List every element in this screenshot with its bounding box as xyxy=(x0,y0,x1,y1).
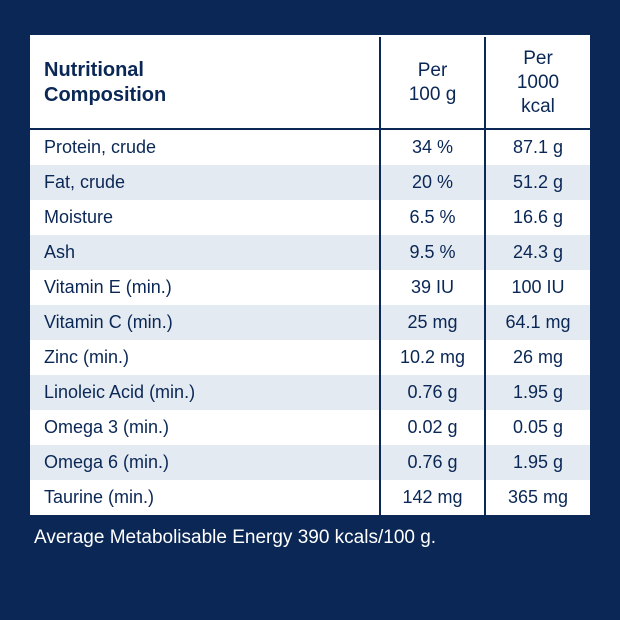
cell-per100g: 0.02 g xyxy=(380,410,485,445)
cell-per100g: 0.76 g xyxy=(380,375,485,410)
cell-per100g: 9.5 % xyxy=(380,235,485,270)
col-header-per1000kcal-line2: 1000 kcal xyxy=(517,72,559,117)
cell-per100g: 10.2 mg xyxy=(380,340,485,375)
footer-note: Average Metabolisable Energy 390 kcals/1… xyxy=(30,517,590,549)
cell-name: Vitamin C (min.) xyxy=(30,305,380,340)
cell-per100g: 142 mg xyxy=(380,480,485,516)
col-header-per1000kcal: Per 1000 kcal xyxy=(485,37,590,129)
cell-name: Moisture xyxy=(30,200,380,235)
cell-per100g: 20 % xyxy=(380,165,485,200)
table-row: Zinc (min.)10.2 mg26 mg xyxy=(30,340,590,375)
nutrition-table-container: Nutritional Composition Per 100 g Per 10… xyxy=(30,35,590,517)
table-body: Protein, crude34 %87.1 gFat, crude20 %51… xyxy=(30,129,590,516)
cell-per100g: 34 % xyxy=(380,129,485,165)
table-row: Vitamin E (min.)39 IU100 IU xyxy=(30,270,590,305)
cell-name: Vitamin E (min.) xyxy=(30,270,380,305)
col-header-per100g-line2: 100 g xyxy=(409,84,457,105)
cell-name: Taurine (min.) xyxy=(30,480,380,516)
cell-per100g: 25 mg xyxy=(380,305,485,340)
cell-name: Zinc (min.) xyxy=(30,340,380,375)
cell-per100g: 0.76 g xyxy=(380,445,485,480)
nutrition-table: Nutritional Composition Per 100 g Per 10… xyxy=(30,37,590,517)
cell-name: Omega 6 (min.) xyxy=(30,445,380,480)
table-row: Linoleic Acid (min.)0.76 g1.95 g xyxy=(30,375,590,410)
cell-per1000kcal: 87.1 g xyxy=(485,129,590,165)
col-header-name-line1: Nutritional xyxy=(44,59,144,81)
cell-name: Fat, crude xyxy=(30,165,380,200)
table-row: Fat, crude20 %51.2 g xyxy=(30,165,590,200)
cell-per1000kcal: 1.95 g xyxy=(485,445,590,480)
cell-per100g: 6.5 % xyxy=(380,200,485,235)
cell-per1000kcal: 100 IU xyxy=(485,270,590,305)
col-header-per100g-line1: Per xyxy=(418,60,448,81)
cell-per1000kcal: 365 mg xyxy=(485,480,590,516)
table-header-row: Nutritional Composition Per 100 g Per 10… xyxy=(30,37,590,129)
cell-per1000kcal: 24.3 g xyxy=(485,235,590,270)
cell-name: Ash xyxy=(30,235,380,270)
table-row: Moisture6.5 %16.6 g xyxy=(30,200,590,235)
col-header-per1000kcal-line1: Per xyxy=(523,48,553,69)
cell-per1000kcal: 0.05 g xyxy=(485,410,590,445)
cell-per1000kcal: 64.1 mg xyxy=(485,305,590,340)
table-row: Omega 6 (min.)0.76 g1.95 g xyxy=(30,445,590,480)
cell-name: Protein, crude xyxy=(30,129,380,165)
table-row: Ash9.5 %24.3 g xyxy=(30,235,590,270)
cell-per100g: 39 IU xyxy=(380,270,485,305)
cell-per1000kcal: 1.95 g xyxy=(485,375,590,410)
cell-name: Linoleic Acid (min.) xyxy=(30,375,380,410)
table-row: Vitamin C (min.)25 mg64.1 mg xyxy=(30,305,590,340)
cell-per1000kcal: 16.6 g xyxy=(485,200,590,235)
col-header-per100g: Per 100 g xyxy=(380,37,485,129)
cell-name: Omega 3 (min.) xyxy=(30,410,380,445)
cell-per1000kcal: 26 mg xyxy=(485,340,590,375)
table-row: Protein, crude34 %87.1 g xyxy=(30,129,590,165)
table-row: Taurine (min.)142 mg365 mg xyxy=(30,480,590,516)
col-header-name: Nutritional Composition xyxy=(30,37,380,129)
cell-per1000kcal: 51.2 g xyxy=(485,165,590,200)
table-row: Omega 3 (min.)0.02 g0.05 g xyxy=(30,410,590,445)
col-header-name-line2: Composition xyxy=(44,84,166,106)
